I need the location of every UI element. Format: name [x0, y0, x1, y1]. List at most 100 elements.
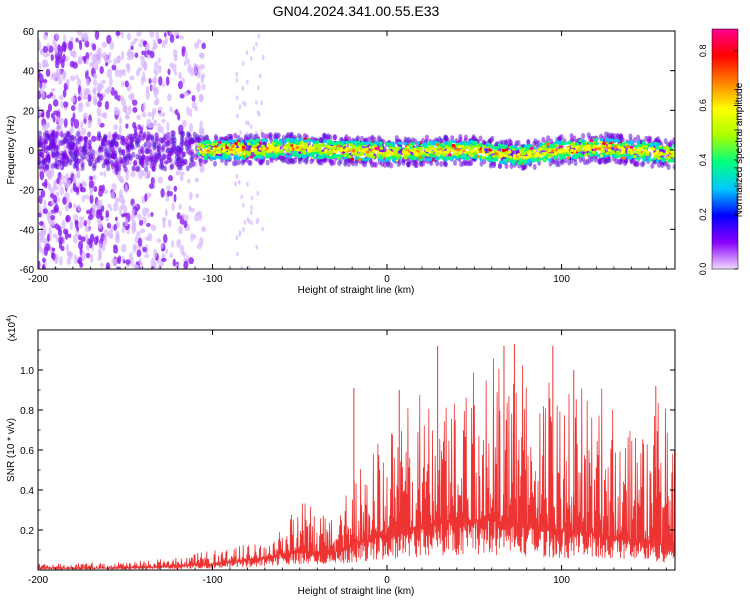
- noise-cell: [161, 257, 167, 263]
- noise-cell: [115, 234, 120, 244]
- noise-cell: [201, 42, 206, 50]
- band-cell: [233, 132, 238, 139]
- band-cell: [594, 147, 599, 151]
- noise-cell: [246, 181, 249, 187]
- band-cell: [273, 133, 278, 140]
- band-cell: [219, 144, 223, 149]
- band-cell: [636, 134, 641, 141]
- band-cell: [621, 156, 626, 160]
- noise-cell: [186, 106, 190, 116]
- band-cell: [470, 153, 474, 158]
- band-cell: [516, 140, 521, 147]
- band-cell: [350, 157, 355, 161]
- noise-cell: [58, 75, 63, 85]
- band-cell: [518, 146, 523, 150]
- noise-cell: [73, 234, 78, 244]
- band-cell: [224, 140, 229, 144]
- noise-cell: [69, 60, 75, 68]
- noise-cell: [70, 96, 76, 103]
- band-cell: [448, 156, 452, 161]
- band-cell: [303, 139, 308, 143]
- noise-cell: [52, 233, 58, 239]
- band-cell: [354, 140, 358, 144]
- band-cell: [602, 142, 606, 146]
- band-cell: [332, 146, 337, 150]
- noise-cell: [191, 101, 197, 109]
- band-cell: [666, 164, 671, 171]
- band-cell: [153, 157, 158, 164]
- band-cell: [633, 154, 637, 159]
- band-cell: [592, 150, 596, 154]
- noise-cell: [62, 53, 66, 63]
- band-cell: [274, 154, 279, 158]
- noise-cell: [58, 210, 62, 216]
- noise-cell: [112, 257, 118, 267]
- noise-cell: [108, 76, 113, 87]
- noise-cell: [153, 88, 158, 98]
- band-cell: [590, 156, 595, 163]
- noise-cell: [48, 227, 52, 235]
- noise-cell: [87, 94, 92, 102]
- band-cell: [309, 138, 313, 143]
- band-cell: [636, 157, 641, 161]
- noise-cell: [121, 255, 125, 262]
- band-cell: [196, 152, 201, 156]
- band-cell: [69, 141, 74, 148]
- band-cell: [554, 148, 558, 152]
- band-cell: [330, 154, 335, 159]
- y-tick-label: 1.0: [20, 366, 34, 377]
- band-cell: [278, 138, 283, 142]
- y-tick-label: -60: [20, 265, 35, 276]
- band-cell: [488, 156, 492, 160]
- band-cell: [444, 141, 448, 145]
- noise-cell: [120, 31, 124, 39]
- band-cell: [672, 164, 675, 171]
- band-cell: [202, 140, 206, 145]
- noise-cell: [172, 49, 178, 58]
- band-cell: [571, 156, 575, 160]
- noise-cell: [109, 233, 114, 240]
- band-cell: [573, 160, 578, 167]
- band-cell: [147, 142, 152, 149]
- noise-cell: [62, 71, 66, 81]
- noise-cell: [201, 225, 207, 233]
- noise-cell: [58, 53, 63, 64]
- noise-cell: [92, 79, 98, 86]
- band-cell: [269, 157, 274, 164]
- noise-cell: [85, 209, 92, 215]
- band-cell: [534, 158, 538, 162]
- band-cell: [657, 156, 661, 160]
- noise-cell: [56, 177, 60, 185]
- band-cell: [559, 145, 564, 149]
- noise-cell: [74, 219, 79, 225]
- band-cell: [131, 151, 136, 158]
- band-cell: [422, 142, 427, 146]
- band-cell: [258, 141, 263, 145]
- band-cell: [312, 140, 316, 144]
- band-cell: [632, 137, 637, 144]
- band-cell: [99, 154, 104, 161]
- noise-cell: [113, 106, 119, 116]
- band-cell: [233, 154, 238, 159]
- band-cell: [578, 139, 582, 143]
- noise-cell: [137, 213, 142, 220]
- band-cell: [158, 137, 163, 144]
- noise-cell: [192, 234, 197, 239]
- noise-cell: [158, 112, 163, 117]
- band-cell: [243, 133, 248, 140]
- band-cell: [373, 144, 377, 148]
- noise-cell: [255, 244, 259, 250]
- band-cell: [340, 142, 344, 147]
- noise-cell: [119, 189, 123, 199]
- band-cell: [615, 133, 620, 140]
- noise-cell: [125, 259, 131, 265]
- noise-cell: [89, 175, 94, 181]
- band-cell: [231, 144, 235, 148]
- band-cell: [258, 151, 263, 156]
- band-cell: [351, 149, 356, 153]
- noise-cell: [196, 243, 202, 250]
- noise-cell: [179, 175, 184, 182]
- band-cell: [478, 135, 483, 142]
- noise-cell: [52, 99, 59, 107]
- noise-cell: [78, 240, 84, 250]
